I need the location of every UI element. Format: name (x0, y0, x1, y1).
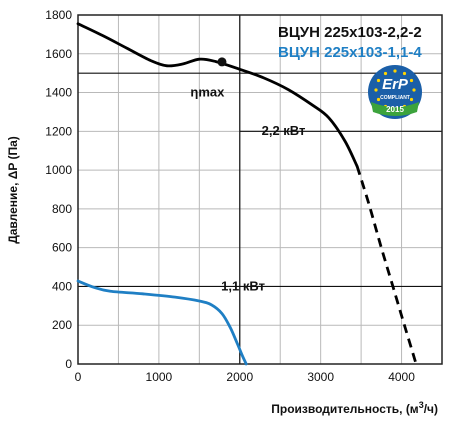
y-tick-label: 0 (65, 357, 72, 371)
x-tick-label: 2000 (226, 370, 253, 384)
tick-labels: 0 1000 2000 3000 4000 0 200 400 600 800 1000 1200 14… (45, 8, 415, 384)
erp-star (374, 88, 378, 92)
erp-badge-title: ErP (382, 76, 409, 93)
annotation-power-2-2: 2,2 кВт (262, 123, 306, 138)
y-tick-label: 1400 (45, 86, 72, 100)
eta-max-point (217, 57, 227, 67)
legend-series-2: ВЦУН 225х103-1,1-4 (278, 44, 422, 61)
x-tick-label: 0 (75, 370, 82, 384)
y-tick-label: 400 (52, 279, 72, 293)
y-tick-label: 1800 (45, 8, 72, 22)
y-tick-label: 600 (52, 241, 72, 255)
x-tick-label: 3000 (307, 370, 334, 384)
y-tick-label: 1000 (45, 163, 72, 177)
erp-star (376, 97, 381, 102)
erp-star (376, 78, 381, 83)
x-tick-label: 4000 (388, 370, 415, 384)
series-line-2 (76, 279, 248, 366)
plot-frame (77, 14, 443, 365)
series-group (76, 22, 418, 366)
erp-star (409, 78, 414, 83)
erp-badge: ErP COMPLIANT 2015 (368, 65, 422, 119)
series-line-1 (76, 22, 359, 168)
y-axis-label: Давление, ΔP (Па) (6, 136, 20, 244)
series-line-1-extrapolated (355, 165, 418, 365)
x-axis-label: Производительность, (м3/ч) (271, 400, 438, 416)
erp-star (409, 97, 414, 102)
y-tick-label: 1200 (45, 124, 72, 138)
erp-star (383, 71, 388, 76)
legend-series-1: ВЦУН 225х103-2,2-2 (278, 24, 422, 41)
erp-star (412, 88, 416, 92)
erp-star (402, 71, 407, 76)
y-tick-label: 800 (52, 202, 72, 216)
annotation-eta-max: ηmax (190, 84, 225, 99)
x-tick-label: 1000 (146, 370, 173, 384)
y-tick-label: 200 (52, 318, 72, 332)
erp-badge-compliant: COMPLIANT (380, 95, 410, 101)
annotation-power-1-1: 1,1 кВт (221, 278, 265, 293)
y-tick-label: 1600 (45, 47, 72, 61)
erp-star (393, 69, 397, 73)
erp-badge-ribbon (371, 102, 419, 116)
erp-badge-year: 2015 (386, 105, 404, 114)
